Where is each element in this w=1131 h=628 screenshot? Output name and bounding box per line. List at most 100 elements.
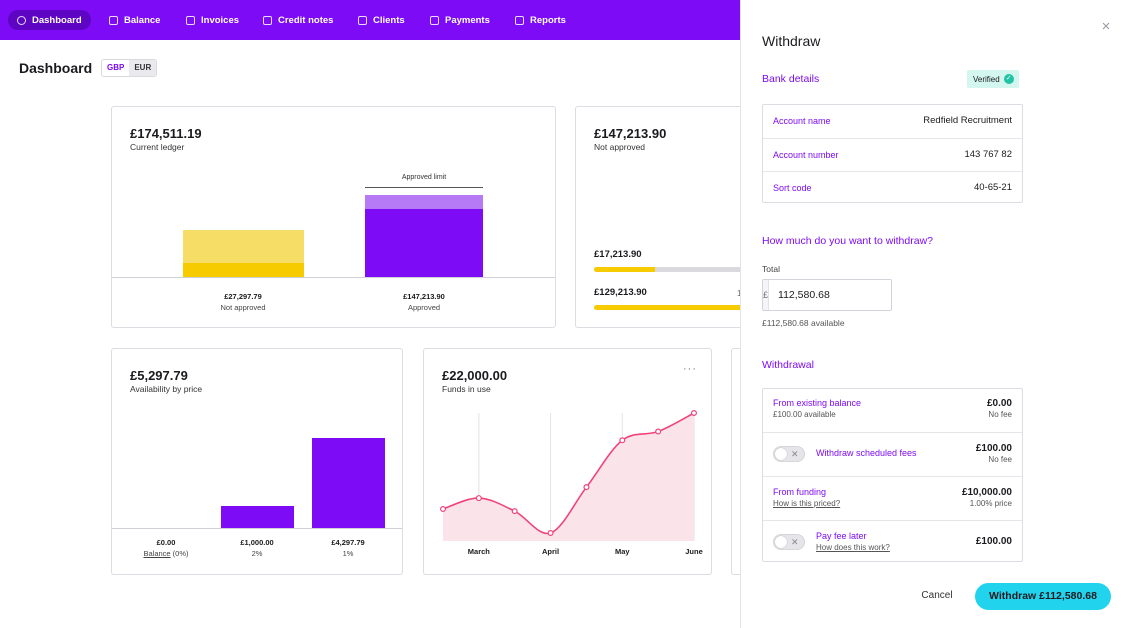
approved-label: Approved — [407, 303, 441, 312]
amount-input[interactable] — [769, 280, 914, 310]
sort-code-label: Sort code — [773, 183, 812, 193]
withdrawal-heading: Withdrawal — [762, 359, 814, 371]
progress-bar — [594, 267, 774, 272]
nav-item-balance[interactable]: Balance — [100, 10, 169, 30]
reports-icon — [515, 15, 524, 25]
chart-baseline — [112, 528, 402, 529]
x-tick-label: March — [468, 547, 491, 556]
payments-icon — [430, 15, 439, 25]
x-tick-label: May — [615, 547, 630, 556]
withdrawal-option-funding[interactable]: From funding How is this priced? £10,000… — [763, 476, 1022, 520]
verified-badge: Verified ✓ — [967, 70, 1019, 88]
bank-row: Account name Redfield Recruitment — [763, 105, 1022, 138]
amount-field: £ — [762, 279, 914, 311]
nav-label: Invoices — [201, 14, 240, 26]
pay-fee-later-toggle[interactable]: ✕ — [773, 534, 805, 550]
nav-item-credit-notes[interactable]: Credit notes — [254, 10, 342, 30]
data-point — [619, 437, 626, 444]
approved-limit-line — [365, 187, 483, 188]
drawer-title: Withdraw — [762, 33, 821, 49]
wallet-icon — [109, 15, 118, 25]
progress-fill — [594, 267, 656, 272]
nav-item-payments[interactable]: Payments — [421, 10, 499, 30]
nav-item-clients[interactable]: Clients — [349, 10, 414, 30]
page-title: Dashboard — [19, 60, 93, 76]
nav-label: Balance — [124, 14, 161, 26]
account-name-value: Redfield Recruitment — [923, 115, 1012, 126]
nav-label: Dashboard — [32, 14, 82, 26]
ledger-amount: £174,511.19 — [130, 126, 202, 141]
more-menu-icon[interactable]: ··· — [683, 363, 697, 375]
price-subtitle: Availability by price — [130, 384, 203, 394]
account-name-label: Account name — [773, 116, 831, 126]
currency-option-gbp[interactable]: GBP — [102, 60, 130, 76]
top-nav: Dashboard Balance Invoices Credit notes … — [0, 0, 740, 40]
balance-link[interactable]: Balance — [143, 549, 171, 558]
bank-details-heading: Bank details — [762, 73, 820, 85]
option-label: From existing balance — [773, 398, 862, 408]
currency-option-eur[interactable]: EUR — [129, 60, 157, 76]
funds-card: £22,000.00 Funds in use ··· March April Ma… — [423, 348, 712, 575]
nav-label: Reports — [530, 14, 566, 26]
option-label: From funding — [773, 487, 827, 497]
nav-label: Clients — [373, 14, 405, 26]
nav-label: Credit notes — [278, 14, 334, 26]
funds-subtitle: Funds in use — [442, 384, 491, 394]
clipped-text: 1 — [737, 289, 741, 298]
gauge-icon — [17, 15, 26, 25]
currency-prefix: £ — [763, 280, 770, 310]
withdrawal-option-existing-balance[interactable]: From existing balance £100.00 available … — [763, 389, 1022, 432]
data-point — [475, 495, 482, 502]
withdraw-amount-heading: How much do you want to withdraw? — [762, 235, 933, 247]
how-it-works-link[interactable]: How does this work? — [816, 543, 890, 552]
data-point — [440, 505, 447, 512]
balance-percent: (0%) — [170, 549, 189, 558]
withdraw-button[interactable]: Withdraw £112,580.68 — [975, 583, 1111, 610]
area-fill — [443, 413, 694, 541]
price-value: £0.00 — [156, 538, 176, 547]
cancel-button[interactable]: Cancel — [921, 590, 953, 601]
option-amount: £10,000.00 — [961, 487, 1012, 498]
nav-item-dashboard[interactable]: Dashboard — [8, 10, 91, 30]
price-label: Balance (0%) — [121, 549, 211, 558]
option-fee: No fee — [988, 410, 1012, 419]
close-icon[interactable]: × — [1101, 18, 1111, 35]
approved-limit-label: Approved limit — [401, 174, 447, 181]
option-amount: £0.00 — [986, 398, 1012, 409]
data-point — [655, 428, 662, 435]
data-point — [511, 508, 518, 515]
price-card: £5,297.79 Availability by price £0.00 Ba… — [111, 348, 403, 575]
price-amount: £5,297.79 — [130, 368, 188, 383]
sort-code-value: 40-65-21 — [973, 182, 1012, 193]
funds-amount: £22,000.00 — [442, 368, 508, 383]
funds-chart: March April May June — [440, 410, 703, 556]
nav-label: Payments — [445, 14, 490, 26]
price-bar-2pct — [221, 506, 294, 528]
available-amount: £112,580.68 available — [762, 318, 845, 328]
option-hint: £100.00 available — [773, 410, 836, 419]
option-amount: £100.00 — [975, 443, 1012, 454]
progress-amount: £129,213.90 — [594, 287, 647, 298]
withdrawal-options-box: From existing balance £100.00 available … — [762, 388, 1023, 562]
bank-details-box: Account name Redfield Recruitment Accoun… — [762, 104, 1023, 203]
nav-item-invoices[interactable]: Invoices — [177, 10, 248, 30]
price-label: 2% — [251, 549, 263, 558]
option-amount: £100.00 — [975, 536, 1012, 547]
account-number-value: 143 767 82 — [964, 149, 1012, 160]
data-point — [583, 484, 590, 491]
series-line — [442, 412, 695, 535]
nav-item-reports[interactable]: Reports — [506, 10, 575, 30]
withdrawal-option-scheduled-fees: ✕ Withdraw scheduled fees £100.00 No fee — [763, 432, 1022, 476]
check-icon: ✓ — [1003, 74, 1014, 84]
withdrawal-option-pay-fee-later: ✕ Pay fee later How does this work? £100… — [763, 520, 1022, 563]
x-tick-label: April — [542, 547, 559, 556]
credit-note-icon — [263, 15, 272, 25]
invoice-icon — [186, 15, 195, 25]
scheduled-fees-toggle[interactable]: ✕ — [773, 446, 805, 462]
close-icon: ✕ — [791, 449, 799, 459]
not-approved-subtitle: Not approved — [594, 142, 646, 152]
price-value: £4,297.79 — [331, 538, 365, 547]
pricing-link[interactable]: How is this priced? — [773, 499, 841, 508]
ledger-subtitle: Current ledger — [130, 142, 185, 152]
total-label: Total — [762, 264, 780, 274]
